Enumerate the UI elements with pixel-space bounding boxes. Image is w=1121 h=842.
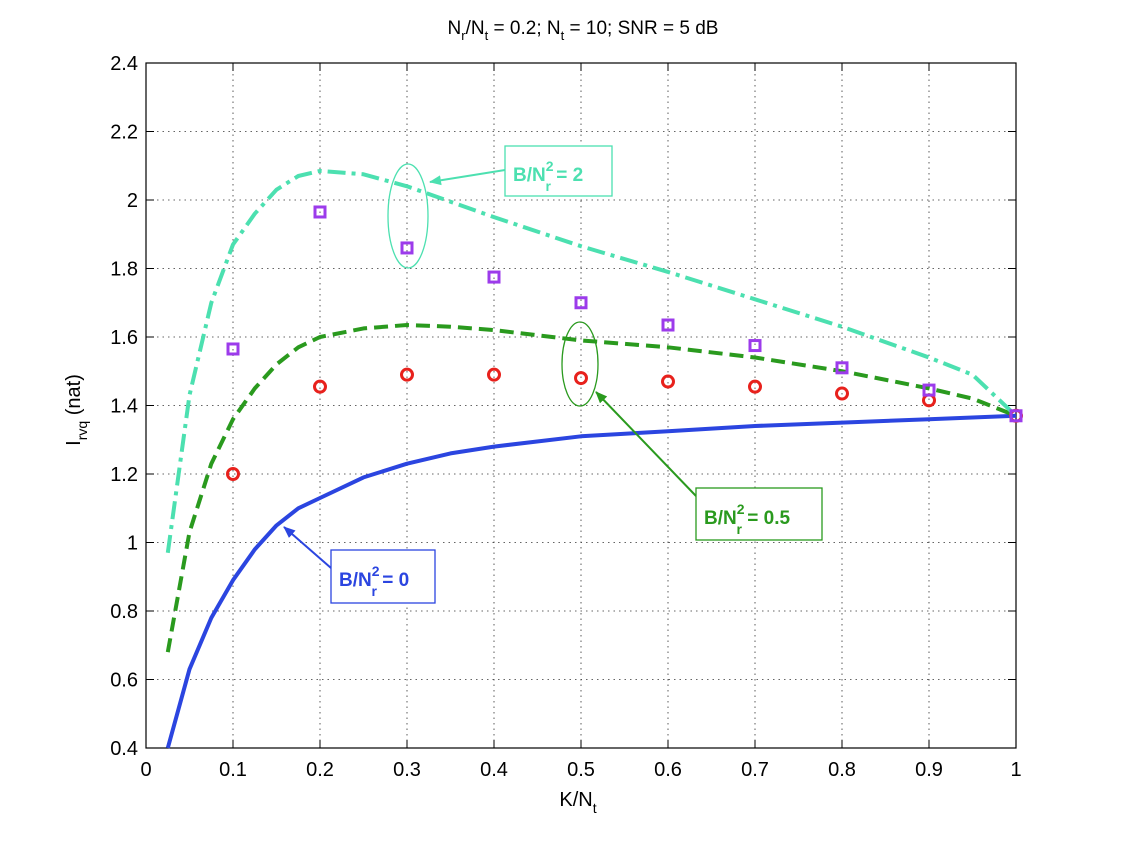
y-tick-label: 0.8 xyxy=(110,601,138,623)
series-line-dashdot xyxy=(165,168,1018,554)
circle-marker xyxy=(400,367,414,382)
annotation-arrow-b05 xyxy=(595,391,697,497)
annotation-box-b2 xyxy=(504,145,613,197)
circle-marker xyxy=(226,467,240,481)
x-tick-label: 0.2 xyxy=(306,759,334,781)
series-group xyxy=(165,168,1023,749)
annotation-b0: B/N2 r = 0 xyxy=(283,526,436,604)
circle-marker xyxy=(661,374,675,389)
y-tick-label: 1.8 xyxy=(110,259,138,281)
x-tick-label: 0.3 xyxy=(393,759,421,781)
square-marker xyxy=(487,270,501,284)
circle-marker xyxy=(748,379,762,394)
circle-marker xyxy=(574,371,588,386)
square-marker xyxy=(661,318,675,332)
annotation-box-b05 xyxy=(695,487,823,541)
y-tick-label: 2.4 xyxy=(110,53,138,75)
y-tick-label: 1.6 xyxy=(110,327,138,349)
x-axis-label: K/Nt xyxy=(559,789,596,816)
y-tick-label: 2 xyxy=(127,190,138,212)
x-tick-label: 0.7 xyxy=(741,759,769,781)
x-ticks: 0 0.1 0.2 0.3 0.4 0.5 0.6 0.7 0.8 0.9 1 xyxy=(140,63,1022,781)
annotation-label-b2: B/N2 r = 2 xyxy=(513,158,583,194)
square-marker xyxy=(400,241,414,255)
annotation-ellipse-b05 xyxy=(561,321,599,407)
annotation-b2: B/N2 r = 2 xyxy=(387,145,613,269)
annotation-ellipse-b2 xyxy=(387,163,429,269)
circle-marker xyxy=(313,379,327,394)
square-marker xyxy=(226,342,240,356)
x-tick-label: 0.5 xyxy=(567,759,595,781)
square-marker xyxy=(313,205,327,219)
square-marker xyxy=(835,361,849,375)
square-marker xyxy=(748,339,762,353)
y-axis-label: Irvq (nat) xyxy=(63,374,90,446)
y-tick-label: 1 xyxy=(127,533,138,555)
annotation-label-b05: B/N2 r = 0.5 xyxy=(704,501,790,537)
square-marker xyxy=(922,383,936,397)
annotation-label-b0: B/N2 r = 0 xyxy=(339,563,409,599)
y-tick-label: 0.6 xyxy=(110,670,138,692)
y-tick-label: 1.2 xyxy=(110,464,138,486)
series-line-dashed xyxy=(165,323,1017,653)
circle-marker xyxy=(835,386,849,401)
y-ticks: 0.4 0.6 0.8 1 1.2 1.4 1.6 1.8 2 2.2 2.4 xyxy=(110,53,1016,760)
x-tick-label: 0.1 xyxy=(219,759,247,781)
x-tick-label: 0.8 xyxy=(828,759,856,781)
x-tick-label: 0.9 xyxy=(915,759,943,781)
y-tick-label: 0.4 xyxy=(110,738,138,760)
x-tick-label: 1 xyxy=(1010,759,1021,781)
x-tick-label: 0.6 xyxy=(654,759,682,781)
square-marker xyxy=(574,296,588,310)
y-tick-label: 2.2 xyxy=(110,122,138,144)
annotation-box-b0 xyxy=(330,549,436,604)
y-tick-label: 1.4 xyxy=(110,396,138,418)
annotation-arrow-b0 xyxy=(283,526,332,569)
x-tick-label: 0 xyxy=(140,759,151,781)
series-line-solid xyxy=(165,413,1017,749)
chart-title: Nr/Nt = 0.2; Nt = 10; SNR = 5 dB xyxy=(448,18,719,43)
x-tick-label: 0.4 xyxy=(480,759,508,781)
annotation-b05: B/N2 r = 0.5 xyxy=(561,321,823,541)
annotation-arrow-b2 xyxy=(429,169,506,186)
square-marker xyxy=(1009,409,1023,423)
circle-marker xyxy=(487,367,501,382)
